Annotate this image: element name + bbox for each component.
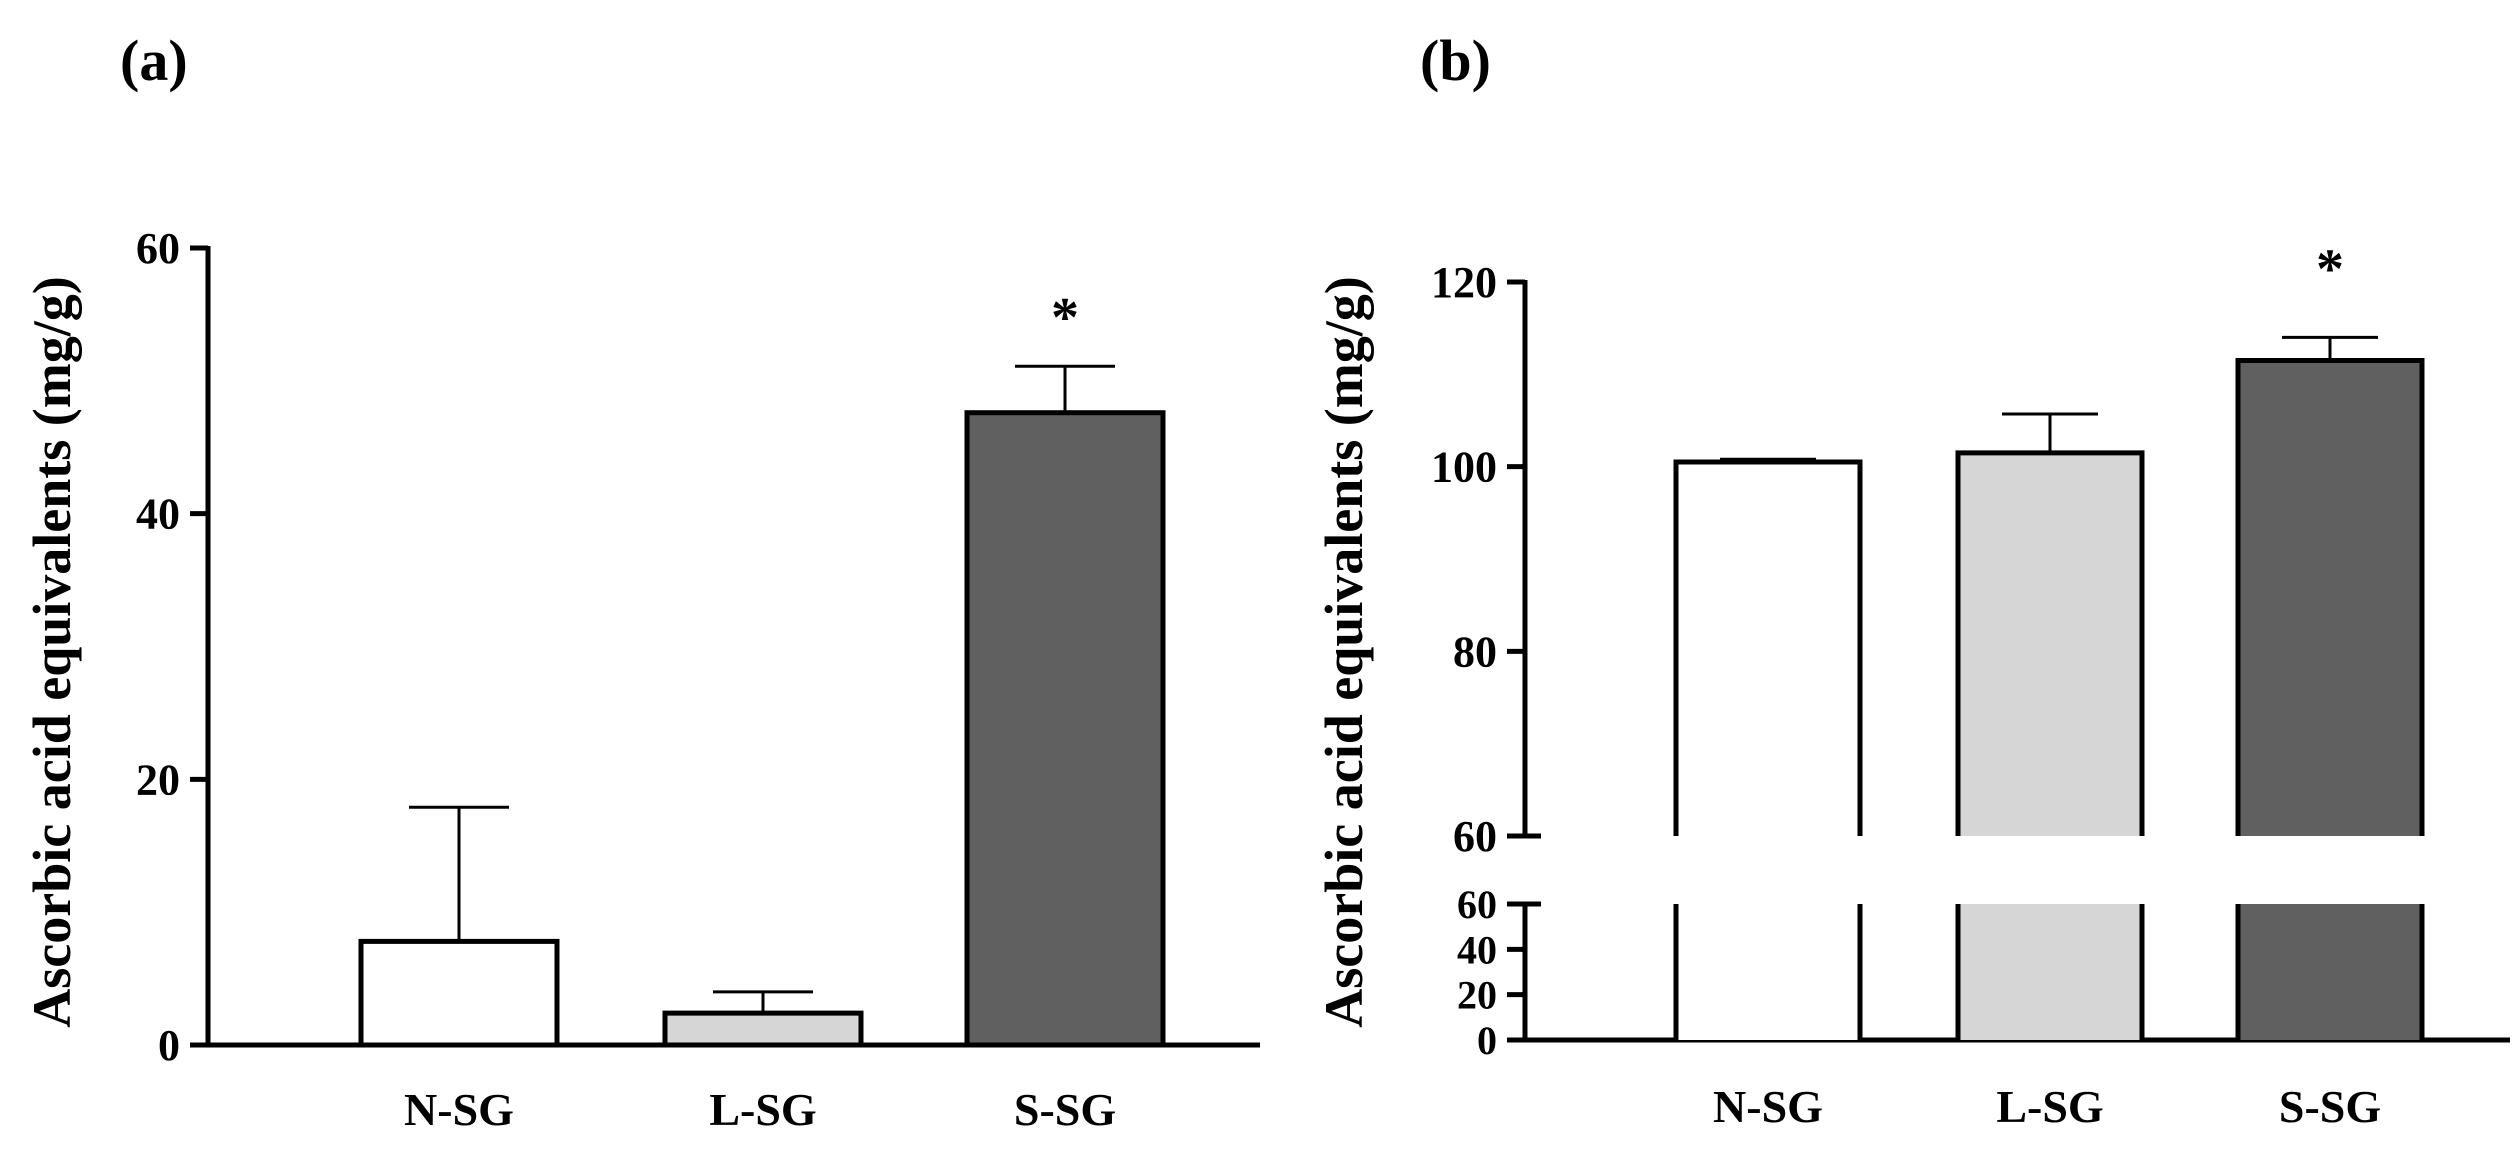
panel-b-x-tick-label: N-SG	[1713, 1081, 1823, 1132]
panel-b: (b) Ascorbic acid equivalents (mg/g) 60 8…	[1314, 28, 2510, 1132]
panel-b-y-tick-label: 120	[1431, 258, 1497, 307]
panel-b-y-tick-label: 60	[1457, 882, 1497, 927]
panel-a-y-axis-label: Ascorbic acid equivalents (mg/g)	[22, 276, 82, 1027]
panel-b-x-tick-label: L-SG	[1996, 1081, 2103, 1132]
panel-b-bar-lower	[2238, 904, 2422, 1040]
panel-a-x-tick-label: L-SG	[709, 1084, 816, 1135]
panel-a-label: (a)	[120, 28, 188, 93]
panel-b-bar-lower-edge	[1673, 904, 1863, 1040]
panel-a-significance-marker: *	[1051, 287, 1079, 349]
panel-b-bar-upper-edge	[2235, 357, 2425, 836]
panel-a: (a) Ascorbic acid equivalents (mg/g) 0 20…	[22, 28, 1260, 1135]
panel-b-y-tick-label: 20	[1457, 973, 1497, 1018]
panel-b-y-tick-label: 100	[1431, 443, 1497, 492]
panel-b-bar-lower-edge	[1955, 904, 2145, 1040]
panel-b-bar-lower-edge	[2235, 904, 2425, 1040]
panel-a-y-tick-label: 20	[136, 755, 180, 804]
panel-a-bar	[358, 938, 560, 1048]
panel-b-bar-upper	[2238, 360, 2422, 836]
panel-b-label: (b)	[1420, 28, 1491, 93]
panel-a-x-tick-label: N-SG	[404, 1084, 514, 1135]
panel-b-y-tick-label: 60	[1453, 812, 1497, 861]
panel-b-bar-upper-edge	[1673, 459, 1863, 836]
panel-a-y-tick-label: 0	[158, 1021, 180, 1070]
panel-a-y-tick-label: 40	[136, 490, 180, 539]
panel-a-y-tick-label: 60	[136, 224, 180, 273]
panel-b-y-tick-label: 0	[1477, 1018, 1497, 1063]
panel-b-bar-lower	[1958, 904, 2142, 1040]
panel-b-bar-upper	[1958, 452, 2142, 836]
panel-b-y-axis-label: Ascorbic acid equivalents (mg/g)	[1314, 276, 1374, 1027]
panel-a-bar	[662, 1010, 864, 1048]
panel-a-bars	[358, 364, 1166, 1048]
panel-b-bar-upper-edge	[1955, 450, 2145, 836]
panel-a-labels: N-SG L-SG S-SG *	[404, 287, 1116, 1135]
panel-b-bar-upper	[1676, 462, 1860, 836]
panel-b-y-tick-label: 40	[1457, 927, 1497, 972]
panel-b-x-tick-label: S-SG	[2279, 1081, 2381, 1132]
panel-b-significance-marker: *	[2316, 238, 2344, 300]
panel-b-bars	[1673, 335, 2425, 1040]
panel-a-x-tick-label: S-SG	[1014, 1084, 1116, 1135]
panel-b-labels: N-SG L-SG S-SG *	[1713, 238, 2381, 1132]
panel-b-bar-lower	[1676, 904, 1860, 1040]
panel-a-bar	[964, 410, 1166, 1048]
panel-b-y-tick-label: 80	[1453, 627, 1497, 676]
